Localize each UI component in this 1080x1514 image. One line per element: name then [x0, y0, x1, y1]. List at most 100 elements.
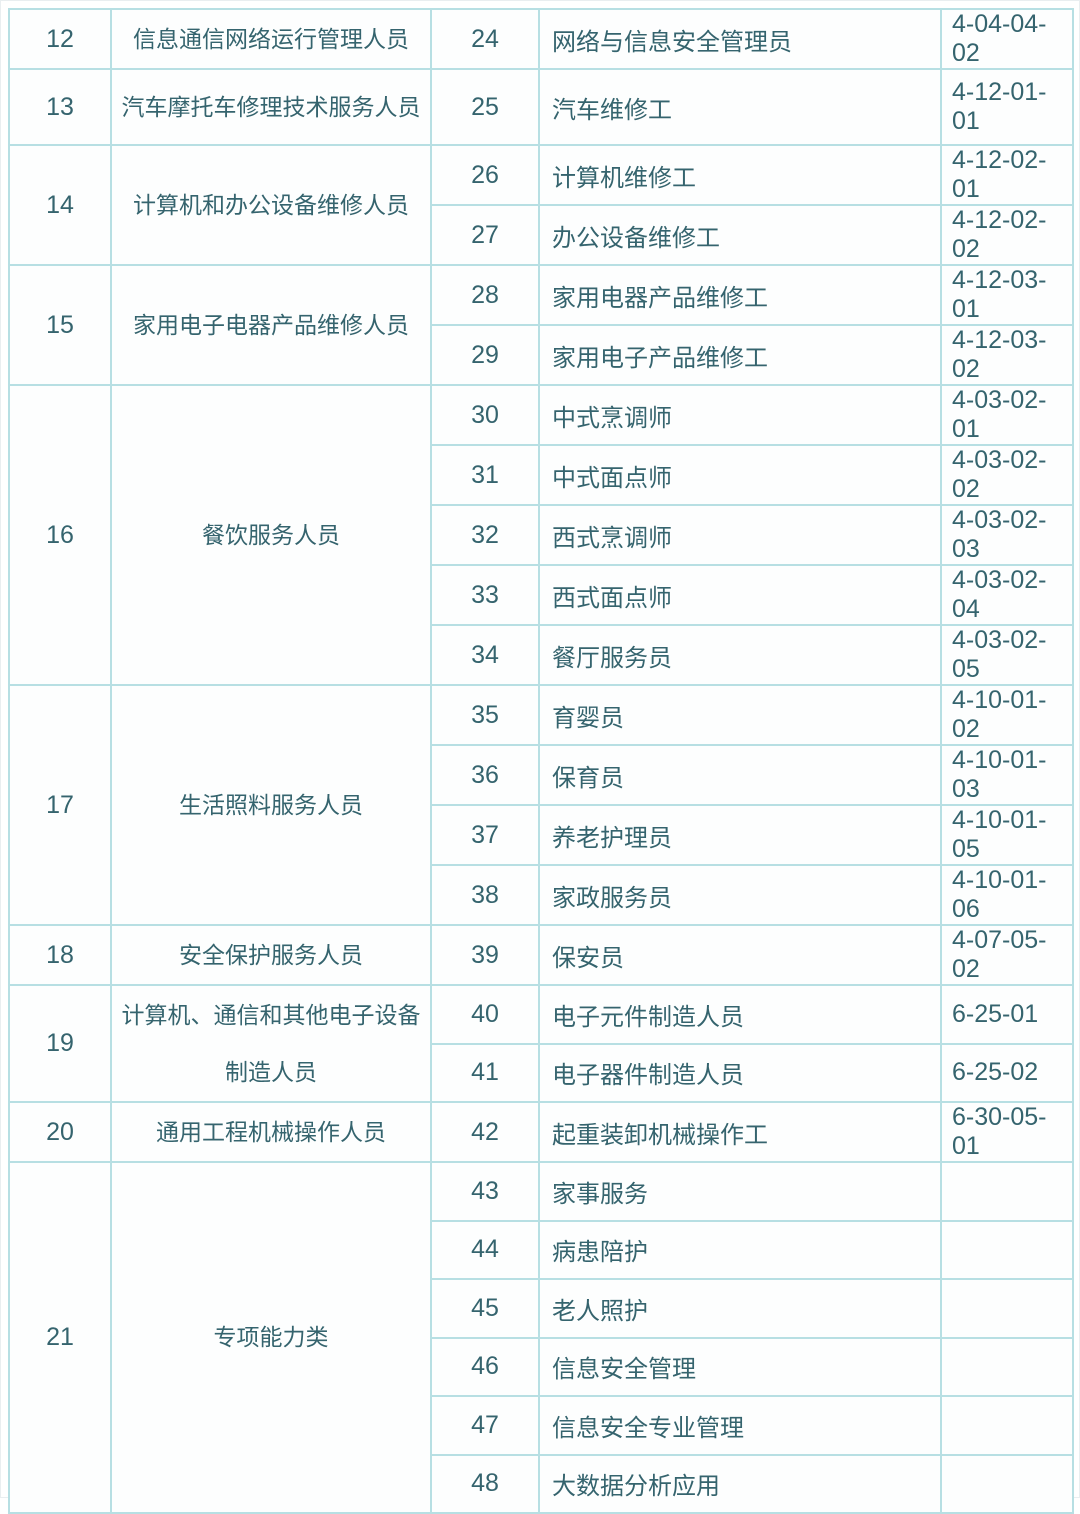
table-row: 14 计算机和办公设备维修人员 26 计算机维修工 4-12-02-01 — [8, 144, 1074, 266]
item-name: 家用电器产品维修工 — [538, 264, 942, 326]
item-name: 信息安全管理 — [538, 1336, 942, 1397]
table-row: 37 养老护理员 4-10-01-05 — [9, 804, 1074, 866]
item-number: 30 — [430, 384, 540, 446]
item-code: 4-03-02-02 — [940, 444, 1074, 506]
item-number: 25 — [430, 68, 540, 146]
table-row: 19 计算机、通信和其他电子设备制造人员 40 电子元件制造人员 6-25-01 — [8, 984, 1074, 1103]
table-row: 20 通用工程机械操作人员 42 起重装卸机械操作工 6-30-05-01 — [8, 1101, 1074, 1163]
item-code: 4-10-01-02 — [940, 684, 1074, 746]
item-number: 31 — [430, 444, 540, 506]
item-code: 4-12-03-01 — [940, 264, 1074, 326]
item-name: 西式烹调师 — [538, 504, 942, 566]
item-code: 4-10-01-03 — [940, 744, 1074, 806]
table-row: 47 信息安全专业管理 — [9, 1395, 1074, 1456]
item-number: 36 — [430, 744, 540, 806]
table-row: 34 餐厅服务员 4-03-02-05 — [9, 624, 1074, 686]
category-name: 汽车摩托车修理技术服务人员 — [110, 68, 432, 146]
item-name: 育婴员 — [538, 684, 942, 746]
table-row: 13 汽车摩托车修理技术服务人员 25 汽车维修工 4-12-01-01 — [8, 68, 1074, 146]
category-number: 13 — [8, 68, 112, 146]
item-number: 26 — [430, 144, 540, 206]
table-row: 44 病患陪护 — [9, 1219, 1074, 1280]
table-row: 38 家政服务员 4-10-01-06 — [9, 864, 1074, 926]
item-code: 6-25-02 — [940, 1042, 1074, 1103]
item-name: 计算机维修工 — [538, 144, 942, 206]
item-code — [940, 1161, 1074, 1222]
item-code: 4-12-02-01 — [940, 144, 1074, 206]
item-number: 41 — [430, 1042, 540, 1103]
category-name: 安全保护服务人员 — [110, 924, 432, 986]
item-name: 办公设备维修工 — [538, 204, 942, 266]
item-name: 保安员 — [538, 924, 942, 986]
category-number: 21 — [8, 1161, 112, 1514]
item-number: 46 — [430, 1336, 540, 1397]
table-row: 33 西式面点师 4-03-02-04 — [9, 564, 1074, 626]
item-number: 45 — [430, 1278, 540, 1339]
table-row: 17 生活照料服务人员 35 育婴员 4-10-01-02 — [8, 684, 1074, 926]
item-code — [940, 1453, 1074, 1514]
item-name: 老人照护 — [538, 1278, 942, 1339]
item-name: 中式面点师 — [538, 444, 942, 506]
occupation-table: 12 信息通信网络运行管理人员 24 网络与信息安全管理员 4-04-04-02 13 汽车… — [8, 8, 1074, 1514]
table-row: 41 电子器件制造人员 6-25-02 — [9, 1042, 1074, 1103]
item-name: 家事服务 — [538, 1161, 942, 1222]
item-code: 4-03-02-04 — [940, 564, 1074, 626]
item-number: 28 — [430, 264, 540, 326]
item-number: 39 — [430, 924, 540, 986]
item-name: 保育员 — [538, 744, 942, 806]
item-number: 42 — [430, 1101, 540, 1163]
item-number: 29 — [430, 324, 540, 386]
item-name: 电子元件制造人员 — [538, 984, 942, 1045]
item-name: 中式烹调师 — [538, 384, 942, 446]
item-number: 34 — [430, 624, 540, 686]
item-number: 37 — [430, 804, 540, 866]
category-number: 12 — [8, 8, 112, 70]
category-name: 通用工程机械操作人员 — [110, 1101, 432, 1163]
category-number: 19 — [8, 984, 112, 1103]
category-number: 17 — [8, 684, 112, 926]
item-code: 4-03-02-05 — [940, 624, 1074, 686]
category-number: 15 — [8, 264, 112, 386]
table-row: 31 中式面点师 4-03-02-02 — [9, 444, 1074, 506]
item-code: 6-30-05-01 — [940, 1101, 1074, 1163]
item-name: 电子器件制造人员 — [538, 1042, 942, 1103]
item-code: 4-10-01-06 — [940, 864, 1074, 926]
category-name: 家用电子电器产品维修人员 — [110, 264, 432, 386]
item-code — [940, 1278, 1074, 1339]
item-number: 38 — [430, 864, 540, 926]
table-row: 18 安全保护服务人员 39 保安员 4-07-05-02 — [8, 924, 1074, 986]
item-code: 4-12-01-01 — [940, 68, 1074, 146]
item-name: 网络与信息安全管理员 — [538, 8, 942, 70]
item-code: 4-12-02-02 — [940, 204, 1074, 266]
item-name: 家用电子产品维修工 — [538, 324, 942, 386]
table-row: 21 专项能力类 43 家事服务 — [8, 1161, 1074, 1514]
item-number: 48 — [430, 1453, 540, 1514]
item-name: 汽车维修工 — [538, 68, 942, 146]
item-name: 家政服务员 — [538, 864, 942, 926]
category-number: 18 — [8, 924, 112, 986]
table-row: 12 信息通信网络运行管理人员 24 网络与信息安全管理员 4-04-04-02 — [8, 8, 1074, 70]
item-name: 信息安全专业管理 — [538, 1395, 942, 1456]
category-name: 生活照料服务人员 — [110, 684, 432, 926]
item-number: 33 — [430, 564, 540, 626]
item-code: 4-03-02-01 — [940, 384, 1074, 446]
category-number: 14 — [8, 144, 112, 266]
table-row: 29 家用电子产品维修工 4-12-03-02 — [9, 324, 1074, 386]
item-code — [940, 1395, 1074, 1456]
item-code: 4-12-03-02 — [940, 324, 1074, 386]
item-number: 32 — [430, 504, 540, 566]
category-name: 计算机和办公设备维修人员 — [110, 144, 432, 266]
category-name: 信息通信网络运行管理人员 — [110, 8, 432, 70]
item-code: 6-25-01 — [940, 984, 1074, 1045]
item-number: 40 — [430, 984, 540, 1045]
item-number: 35 — [430, 684, 540, 746]
item-code: 4-10-01-05 — [940, 804, 1074, 866]
item-code: 4-03-02-03 — [940, 504, 1074, 566]
category-name: 餐饮服务人员 — [110, 384, 432, 686]
item-number: 43 — [430, 1161, 540, 1222]
category-name: 计算机、通信和其他电子设备制造人员 — [110, 984, 432, 1103]
table-row: 16 餐饮服务人员 30 中式烹调师 4-03-02-01 — [8, 384, 1074, 686]
item-code: 4-07-05-02 — [940, 924, 1074, 986]
item-name: 大数据分析应用 — [538, 1453, 942, 1514]
item-name: 起重装卸机械操作工 — [538, 1101, 942, 1163]
